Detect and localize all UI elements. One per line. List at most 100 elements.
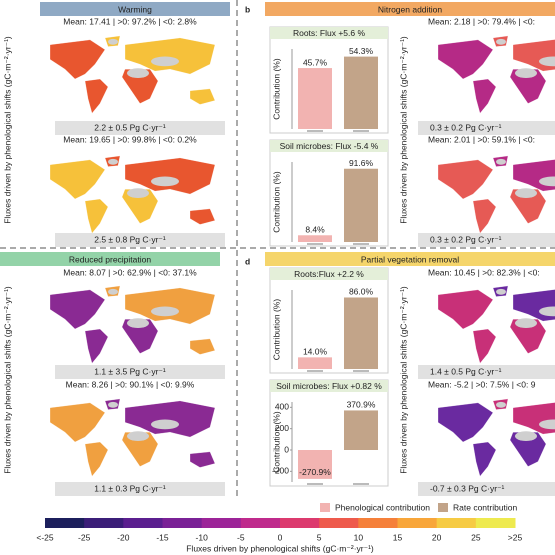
continent [84, 328, 109, 364]
continent [437, 402, 494, 443]
no-data-area [108, 158, 118, 165]
continent [124, 37, 216, 75]
no-data-area [496, 288, 506, 295]
map-stats: Mean: 8.26 | >0: 90.1% | <0: 9.9% [66, 379, 195, 389]
continent [121, 189, 159, 224]
continent [121, 319, 159, 354]
colorbar-segment [319, 518, 359, 528]
colorbar-segment [436, 518, 477, 528]
total-band [55, 365, 225, 379]
chart-header [270, 380, 388, 392]
no-data-area [515, 188, 537, 199]
axis-label: Fluxes driven by phenological shifts (gC… [2, 286, 12, 474]
colorbar-label: -20 [117, 532, 130, 542]
panel-title: Reduced precipitation [69, 254, 151, 264]
no-data-area [496, 38, 506, 45]
no-data-area [515, 68, 537, 79]
continent [509, 69, 547, 104]
legend-label: Rate contribution [453, 502, 518, 512]
no-data-area [151, 419, 179, 430]
continent [509, 432, 547, 467]
continent [189, 451, 216, 468]
map-total: 2.2 ± 0.5 Pg C·yr⁻¹ [94, 122, 166, 132]
colorbar-segment [397, 518, 438, 528]
legend-swatch [320, 503, 330, 512]
panel-title-bar [0, 252, 220, 266]
continent [49, 159, 106, 200]
no-data-area [127, 188, 149, 199]
y-tick-label: 400 [275, 402, 289, 412]
y-axis-label: Contribution (%) [271, 299, 281, 361]
colorbar-label: 5 [317, 532, 322, 542]
continent [189, 88, 216, 105]
y-tick-label: 0 [284, 444, 289, 454]
total-band [55, 121, 225, 135]
axis-label: Fluxes driven by phenological shifts (gC… [2, 36, 12, 224]
legend-swatch [438, 503, 448, 512]
colorbar-title: Fluxes driven by phenological shifts (gC… [186, 543, 374, 553]
continent [189, 338, 216, 355]
bar [344, 297, 378, 369]
colorbar-label: 25 [471, 532, 481, 542]
total-band [418, 482, 555, 496]
bar [344, 410, 378, 450]
world-map [49, 35, 216, 114]
no-data-area [539, 306, 555, 317]
world-map [49, 285, 216, 364]
chart-title: Soil microbes: Flux -5.4 % [280, 141, 379, 151]
map-stats: Mean: -5.2 | >0: 7.5% | <0: 9 [428, 379, 536, 389]
continent [49, 289, 106, 330]
continent [509, 319, 547, 354]
colorbar-label: 10 [354, 532, 364, 542]
colorbar-label: <-25 [36, 532, 54, 542]
world-map [437, 155, 555, 234]
no-data-area [127, 431, 149, 442]
continent [121, 432, 159, 467]
no-data-area [539, 419, 555, 430]
continent [512, 159, 555, 192]
value-label: 45.7% [303, 57, 328, 67]
panel-title: Partial vegetation removal [361, 254, 459, 264]
colorbar-label: -15 [156, 532, 169, 542]
no-data-area [515, 431, 537, 442]
world-map [437, 35, 555, 114]
no-data-area [108, 401, 118, 408]
y-axis-label: Contribution (%) [271, 171, 281, 233]
continent [189, 208, 216, 225]
no-data-area [151, 56, 179, 67]
panel-label: b [245, 4, 250, 14]
continent [472, 198, 497, 234]
continent [124, 157, 216, 195]
continent [124, 287, 216, 325]
chart-header [270, 140, 388, 152]
colorbar-segment [45, 518, 85, 528]
y-axis-label: Contribution (%) [271, 58, 281, 120]
value-label: 54.3% [349, 46, 374, 56]
map-total: 0.3 ± 0.2 Pg C·yr⁻¹ [430, 234, 502, 244]
continent [84, 78, 109, 114]
map-total: 0.3 ± 0.2 Pg C·yr⁻¹ [430, 122, 502, 132]
value-label: 86.0% [349, 287, 374, 297]
colorbar-label: >25 [508, 532, 523, 542]
colorbar-segment [475, 518, 516, 528]
no-data-area [151, 176, 179, 187]
y-tick-label: 200 [275, 423, 289, 433]
continent [472, 441, 497, 477]
continent [84, 441, 109, 477]
total-band [55, 482, 225, 496]
continent [49, 39, 106, 80]
continent [437, 39, 494, 80]
no-data-area [515, 318, 537, 329]
bar [344, 56, 378, 129]
map-total: 2.5 ± 0.8 Pg C·yr⁻¹ [94, 234, 166, 244]
continent [512, 402, 555, 435]
continent [84, 198, 109, 234]
bar [298, 357, 332, 369]
bar [344, 168, 378, 242]
continent [124, 400, 216, 438]
bar [298, 235, 332, 242]
colorbar-label: -5 [237, 532, 245, 542]
continent [509, 189, 547, 224]
continent [512, 289, 555, 322]
